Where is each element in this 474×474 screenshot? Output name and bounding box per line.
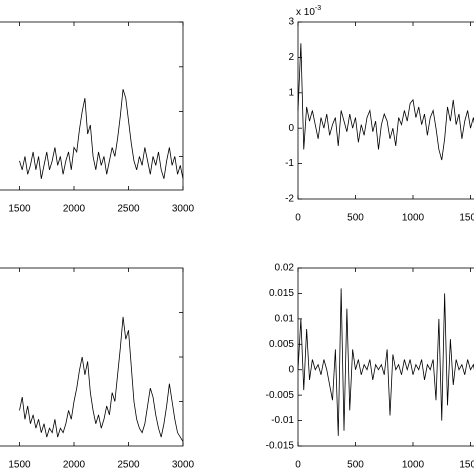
y-tick-label: -2	[285, 194, 294, 205]
y-tick-label: 3	[288, 17, 294, 28]
x-tick-label: 2500	[117, 204, 140, 215]
x-tick-label: 2000	[63, 204, 86, 215]
panel: 1500200025003000123	[0, 267, 195, 471]
data-line	[297, 43, 474, 161]
y-tick-label: 1	[288, 87, 294, 98]
multiplier-exponent: -3	[315, 5, 321, 12]
y-tick-label: 0.02	[275, 263, 295, 274]
y-tick-label: 0.005	[269, 339, 294, 350]
multiplier-base: x 10	[296, 7, 315, 18]
panel: 0 500 1000 1500 -2 -1 0 1 2 3x 10-3	[285, 5, 474, 224]
y-tick-label: 0.01	[275, 313, 295, 324]
y-tick-label: 0.015	[269, 288, 294, 299]
x-tick-label: 3000	[172, 460, 195, 471]
x-tick-label: 0	[295, 213, 301, 224]
data-line	[19, 89, 184, 179]
x-tick-label: 2500	[117, 460, 140, 471]
data-line	[19, 316, 184, 442]
x-tick-label: 500	[347, 213, 364, 224]
x-tick-label: 1500	[459, 213, 474, 224]
y-multiplier: x 10-3	[296, 5, 321, 18]
x-tick-label: 2000	[63, 460, 86, 471]
axes-box	[297, 267, 474, 447]
x-tick-label: 0	[295, 460, 301, 471]
x-tick-label: 1000	[402, 213, 425, 224]
y-tick-label: -0.005	[266, 390, 295, 401]
axes-box	[297, 21, 474, 200]
y-tick-label: -1	[285, 158, 294, 169]
x-tick-label: 1000	[402, 460, 425, 471]
x-tick-label: 1500	[459, 460, 474, 471]
x-tick-label: 1500	[8, 204, 31, 215]
x-tick-label: 3000	[172, 204, 195, 215]
panel: 15002000250030000123	[0, 21, 195, 215]
x-tick-label: 1500	[8, 460, 31, 471]
y-tick-label: -0.01	[271, 415, 294, 426]
panel: 0 500 1000 1500 -0.015 -0.01 -0.005 0 0.005 0.01 0…	[266, 263, 474, 471]
y-tick-label: 0	[288, 364, 294, 375]
y-tick-label: 0	[288, 123, 294, 134]
y-tick-label: 2	[288, 52, 294, 63]
axes-box	[0, 267, 184, 447]
y-tick-label: -0.015	[266, 441, 295, 452]
data-line	[297, 288, 474, 436]
x-tick-label: 500	[347, 460, 364, 471]
